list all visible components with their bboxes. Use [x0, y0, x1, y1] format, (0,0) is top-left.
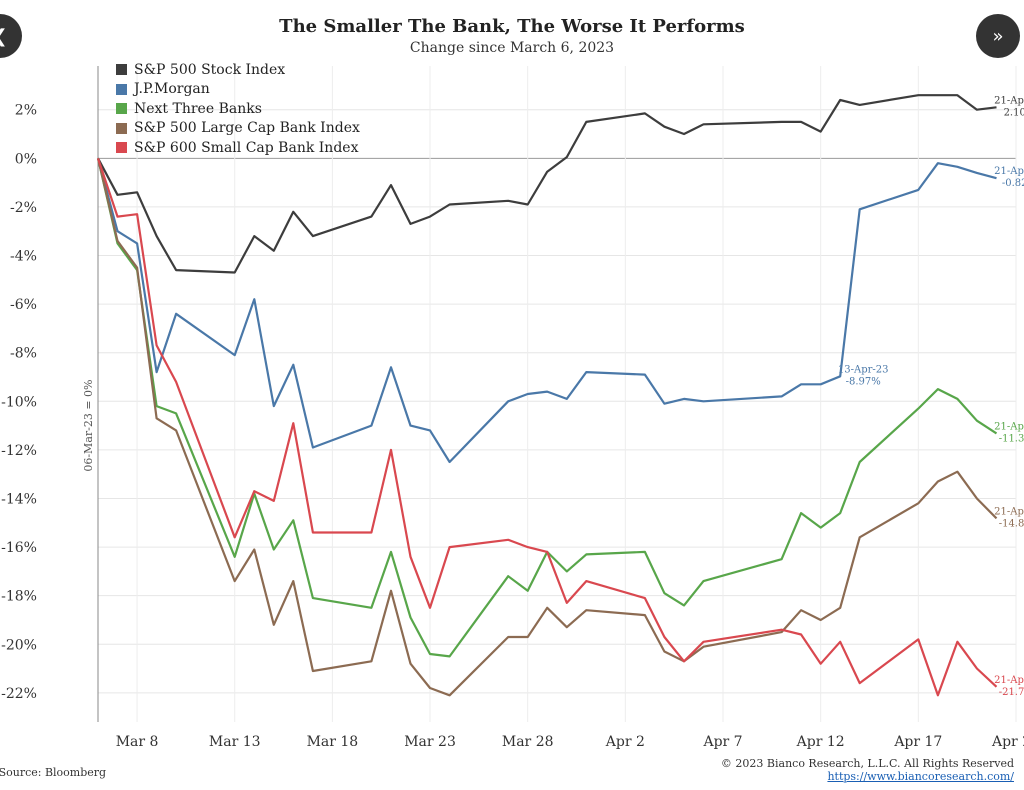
legend-label: J.P.Morgan: [134, 81, 210, 98]
y-tick-label: -10%: [1, 394, 37, 410]
y-tick-label: -2%: [10, 200, 37, 216]
chart-title: The Smaller The Bank, The Worse It Perfo…: [279, 16, 745, 37]
y-tick-label: -14%: [1, 491, 37, 507]
y-tick-label: -18%: [1, 589, 37, 605]
series-line: [96, 158, 998, 658]
annotation-date: 21-Apr-23: [994, 95, 1024, 106]
y-tick-label: -6%: [10, 297, 37, 313]
y-tick-label: -8%: [10, 346, 37, 362]
x-tick-label: Mar 18: [307, 734, 359, 750]
x-tick-label: Apr 7: [702, 734, 742, 750]
legend-label: Next Three Banks: [134, 100, 262, 117]
legend-swatch: [116, 103, 127, 115]
legend-item: Next Three Banks: [116, 99, 360, 119]
y-tick-label: 2%: [15, 103, 37, 119]
legend-swatch: [116, 142, 127, 154]
legend-label: S&P 500 Stock Index: [134, 61, 286, 78]
legend-item: S&P 500 Stock Index: [116, 60, 360, 80]
copyright-note: © 2023 Bianco Research, L.L.C. All Right…: [720, 757, 1014, 770]
legend-label: S&P 500 Large Cap Bank Index: [134, 120, 360, 137]
x-tick-label: Apr 12: [796, 734, 845, 750]
series-line: [96, 158, 998, 697]
annotation-value: -0.82%: [1002, 178, 1024, 189]
y-tick-label: -22%: [1, 686, 37, 702]
y-tick-label: -12%: [1, 443, 37, 459]
chevron-left-icon[interactable]: ❮: [0, 14, 22, 58]
annotation-date: 21-Apr-23: [994, 506, 1024, 517]
legend-swatch: [116, 122, 127, 134]
annotation-value: -11.32%: [999, 433, 1024, 444]
baseline-label: 06-Mar-23 = 0%: [82, 379, 95, 471]
legend-swatch: [116, 64, 127, 76]
legend-label: S&P 600 Small Cap Bank Index: [134, 139, 359, 156]
x-tick-label: Mar 23: [404, 734, 456, 750]
annotation-date: 21-Apr-23: [994, 166, 1024, 177]
double-chevron-right-icon[interactable]: »: [976, 14, 1020, 58]
chart-subtitle: Change since March 6, 2023: [409, 40, 615, 56]
x-tick-label: Apr 2: [605, 734, 645, 750]
website-link[interactable]: https://www.biancoresearch.com/: [827, 770, 1014, 783]
x-tick-label: Apr 17: [893, 734, 942, 750]
source-note: n Source: Bloomberg: [0, 766, 107, 779]
y-tick-label: -20%: [1, 637, 37, 653]
x-tick-label: Mar 13: [209, 734, 261, 750]
series-line: [97, 94, 997, 274]
annotation-value: -14.82%: [999, 518, 1024, 529]
annotation-value: -21.75%: [999, 687, 1024, 698]
annotation-value: 2.10%: [1004, 107, 1024, 118]
series-line: [96, 157, 998, 697]
annotation-date: 21-Apr-23: [994, 675, 1024, 686]
legend-item: S&P 500 Large Cap Bank Index: [116, 119, 360, 139]
y-tick-label: -16%: [1, 540, 37, 556]
legend-swatch: [116, 83, 127, 95]
y-tick-label: -4%: [10, 249, 37, 265]
annotation-date: 21-Apr-23: [994, 421, 1024, 432]
chart-legend: S&P 500 Stock Index J.P.Morgan Next Thre…: [116, 60, 360, 158]
x-tick-label: Mar 28: [502, 734, 554, 750]
annotation-date: 13-Apr-23: [838, 364, 889, 375]
y-tick-label: 0%: [15, 151, 37, 167]
series-line: [96, 158, 997, 464]
annotation-value: -8.97%: [846, 376, 881, 387]
x-tick-label: Apr 22: [991, 734, 1024, 750]
legend-item: J.P.Morgan: [116, 80, 360, 100]
legend-item: S&P 600 Small Cap Bank Index: [116, 138, 360, 158]
x-tick-label: Mar 8: [116, 734, 159, 750]
